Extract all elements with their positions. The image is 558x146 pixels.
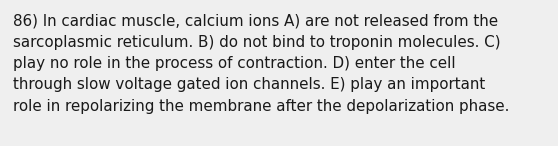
- Text: sarcoplasmic reticulum. B) do not bind to troponin molecules. C): sarcoplasmic reticulum. B) do not bind t…: [13, 34, 501, 49]
- Text: role in repolarizing the membrane after the depolarization phase.: role in repolarizing the membrane after …: [13, 99, 509, 114]
- Text: through slow voltage gated ion channels. E) play an important: through slow voltage gated ion channels.…: [13, 78, 485, 93]
- Text: play no role in the process of contraction. D) enter the cell: play no role in the process of contracti…: [13, 56, 456, 71]
- Text: 86) In cardiac muscle, calcium ions A) are not released from the: 86) In cardiac muscle, calcium ions A) a…: [13, 13, 498, 28]
